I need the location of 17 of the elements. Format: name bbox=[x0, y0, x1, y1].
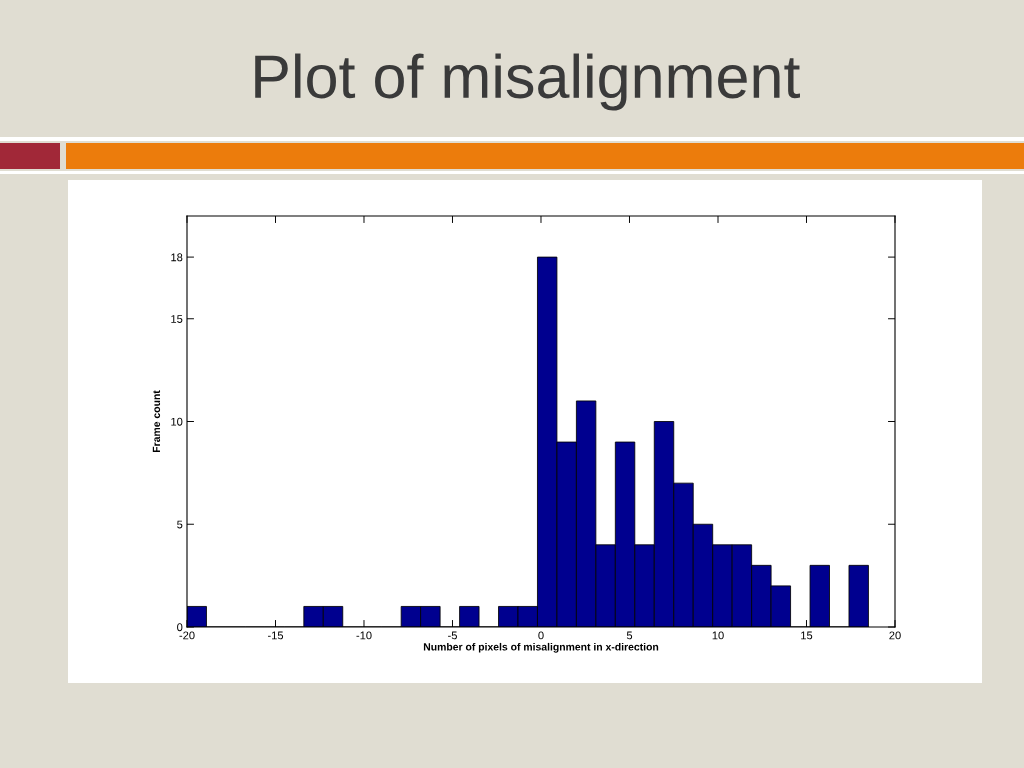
x-tick-label: 5 bbox=[626, 631, 633, 640]
y-tick-label: 10 bbox=[171, 417, 183, 426]
x-tick-label: -10 bbox=[356, 631, 372, 640]
x-tick-label: 20 bbox=[889, 631, 901, 640]
x-axis-title: Number of pixels of misalignment in x-direction bbox=[423, 642, 659, 653]
x-tick-label: -20 bbox=[179, 631, 195, 640]
x-tick-label: 0 bbox=[538, 631, 544, 640]
x-tick-label: 10 bbox=[712, 631, 724, 640]
y-tick-label: 15 bbox=[171, 315, 183, 323]
chart-title: Plot of misalignment bbox=[255, 53, 800, 111]
x-tick-label: -5 bbox=[448, 631, 457, 640]
x-tick-label: 15 bbox=[801, 631, 813, 640]
y-axis-title: Frame count bbox=[152, 390, 161, 453]
x-tick-label: -15 bbox=[267, 631, 284, 640]
y-tick-label: 5 bbox=[177, 520, 183, 529]
y-tick-label: 0 bbox=[177, 623, 183, 632]
y-tick-label: 18 bbox=[171, 253, 183, 262]
